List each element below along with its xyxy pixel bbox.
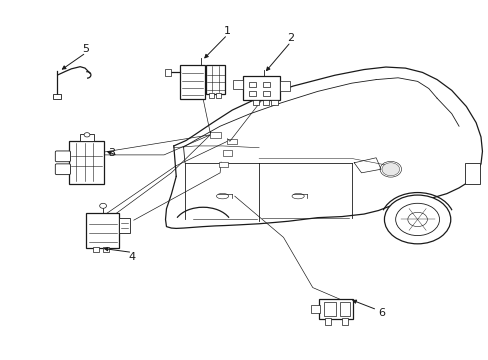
Text: 4: 4	[128, 252, 136, 262]
Circle shape	[384, 195, 450, 244]
Bar	[164, 69, 170, 76]
Text: 1: 1	[224, 26, 230, 36]
Circle shape	[407, 212, 427, 226]
Bar	[208, 93, 213, 98]
Bar	[233, 80, 243, 89]
Bar	[252, 100, 259, 105]
Bar	[263, 91, 269, 96]
Bar	[311, 305, 320, 313]
Bar	[324, 302, 335, 316]
Bar	[119, 218, 130, 233]
Bar	[205, 64, 225, 94]
Bar	[69, 140, 104, 184]
Text: 2: 2	[286, 33, 294, 43]
Text: 3: 3	[108, 148, 115, 158]
Bar	[325, 318, 330, 324]
Wedge shape	[381, 163, 399, 176]
Bar	[279, 81, 290, 91]
Bar	[103, 247, 109, 252]
Bar	[262, 100, 268, 105]
Bar	[80, 134, 94, 140]
Bar	[271, 100, 277, 105]
Bar	[249, 82, 256, 87]
Bar	[179, 64, 204, 99]
Polygon shape	[165, 67, 482, 228]
Text: 5: 5	[82, 44, 89, 54]
Bar	[341, 318, 347, 324]
Bar	[219, 162, 227, 167]
Bar	[86, 213, 119, 248]
Bar	[210, 132, 221, 138]
FancyBboxPatch shape	[55, 164, 70, 175]
FancyBboxPatch shape	[55, 151, 70, 162]
Bar	[243, 76, 279, 100]
Bar	[319, 299, 352, 319]
Circle shape	[100, 203, 106, 208]
Text: 6: 6	[378, 309, 385, 318]
Circle shape	[84, 133, 90, 137]
Bar	[249, 91, 256, 96]
Bar	[222, 150, 232, 156]
Bar	[263, 82, 269, 87]
Bar	[215, 93, 220, 98]
Bar	[53, 94, 61, 99]
Bar	[464, 163, 479, 184]
Bar	[227, 139, 237, 144]
Bar	[93, 247, 99, 252]
Bar	[339, 302, 349, 316]
